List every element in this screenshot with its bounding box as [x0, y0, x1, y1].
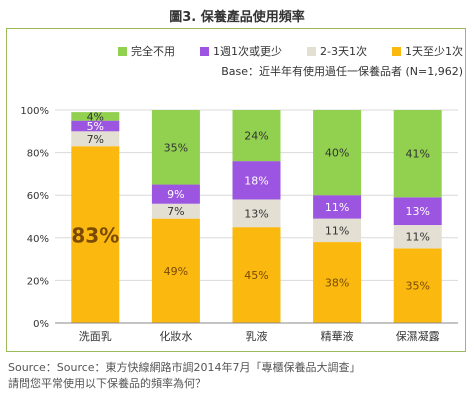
data-label: 11%	[325, 224, 349, 237]
bar-segment	[151, 218, 200, 323]
data-label: 18%	[244, 174, 268, 187]
legend-swatch	[391, 46, 401, 56]
bar-segment	[393, 197, 442, 226]
data-label: 11%	[325, 201, 349, 214]
y-tick-label: 60%	[27, 191, 49, 202]
bar-segment	[232, 161, 281, 200]
bar-segment	[313, 242, 362, 323]
question-text: 請問您平常使用以下保養品的頻率為何？	[8, 377, 206, 390]
bar-segment	[313, 110, 362, 196]
base-note: Base：近半年有使用過任一保養品者 (N=1,962)	[221, 65, 463, 78]
y-tick-label: 80%	[27, 149, 49, 160]
x-tick-label: 精華液	[321, 329, 354, 343]
legend-item: 1天至少1次	[391, 43, 463, 59]
x-tick-label: 洗面乳	[79, 330, 112, 343]
data-label: 35%	[405, 280, 429, 293]
bar-segment	[232, 199, 281, 228]
data-label: 24%	[244, 130, 268, 143]
footer: Source：Source：東方快線網路市調2014年7月「專櫃保養品大調查」 …	[8, 360, 361, 392]
data-label: 11%	[405, 231, 429, 244]
y-tick-label: 20%	[27, 276, 49, 287]
bar-segment	[71, 146, 120, 323]
data-label: 41%	[405, 148, 429, 161]
bar-segment	[393, 110, 442, 198]
data-label: 4%	[87, 110, 104, 123]
legend-swatch	[307, 46, 316, 56]
data-label: 83%	[71, 224, 119, 248]
x-tick-label: 化妝水	[159, 329, 192, 343]
data-label: 5%	[87, 120, 104, 133]
bar-segment	[151, 110, 200, 185]
bar-segment	[151, 184, 200, 204]
x-tick-label: 保濕凝露	[396, 329, 440, 343]
legend: 完全不用 1週1次或更少 2-3天1次 1天至少1次 Base：近半年有使用過任一保養…	[118, 42, 463, 79]
bar-segment	[232, 227, 281, 323]
chart-title: 圖3. 保養產品使用頻率	[169, 10, 305, 25]
bar-segment	[151, 203, 200, 219]
y-tick-label: 0%	[33, 319, 49, 330]
data-label: 38%	[325, 277, 349, 290]
data-label: 45%	[244, 269, 268, 282]
bar-segment	[393, 225, 442, 249]
data-label: 7%	[87, 133, 104, 146]
data-label: 9%	[167, 188, 184, 201]
bar-segment	[71, 131, 120, 147]
legend-label: 1週1次或更少	[213, 45, 282, 58]
y-tick-label: 100%	[20, 106, 49, 117]
legend-label: 2-3天1次	[320, 45, 367, 58]
bar-segment	[232, 110, 281, 162]
bar-segment	[71, 112, 120, 121]
source-text: Source：Source：東方快線網路市調2014年7月「專櫃保養品大調查」	[8, 361, 361, 374]
bar-segment	[313, 195, 362, 219]
bar-segment	[71, 120, 120, 132]
bar-segment	[393, 248, 442, 323]
legend-label: 完全不用	[131, 45, 175, 58]
data-label: 40%	[325, 147, 349, 160]
x-tick-label: 乳液	[246, 329, 268, 343]
legend-item: 完全不用	[118, 43, 175, 59]
bar-segment	[313, 218, 362, 243]
data-label: 7%	[167, 205, 184, 218]
legend-item: 1週1次或更少	[200, 43, 282, 59]
y-tick-label: 40%	[27, 234, 49, 245]
data-label: 13%	[244, 207, 268, 220]
legend-swatch	[200, 46, 209, 56]
legend-row: 完全不用 1週1次或更少 2-3天1次 1天至少1次	[118, 42, 463, 60]
data-label: 49%	[164, 265, 188, 278]
data-label: 35%	[164, 141, 188, 154]
legend-label: 1天至少1次	[404, 45, 463, 58]
legend-item: 2-3天1次	[307, 43, 367, 59]
legend-swatch	[118, 46, 127, 56]
data-label: 13%	[405, 205, 429, 218]
